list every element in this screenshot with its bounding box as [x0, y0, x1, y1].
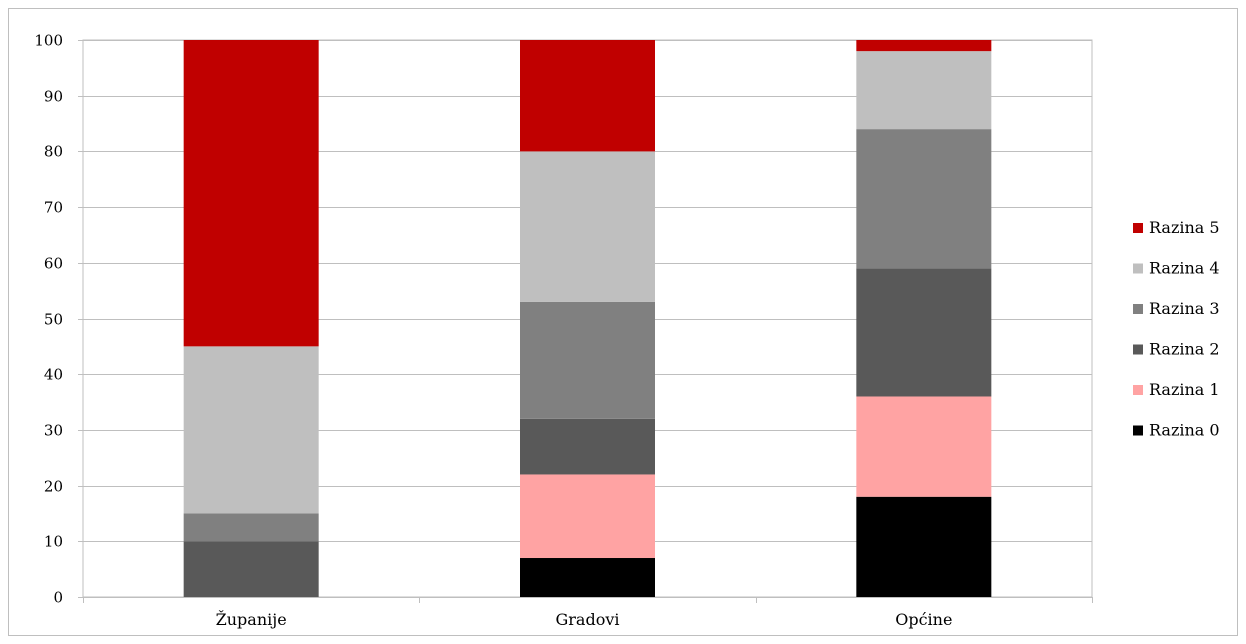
x-category-label: Gradovi — [556, 610, 620, 629]
bars — [183, 40, 992, 597]
bar-segment-razina-3-1 — [520, 301, 655, 419]
legend-swatch — [1133, 344, 1143, 355]
bar-segment-razina-2-2 — [856, 268, 992, 397]
legend-label: Razina 0 — [1149, 421, 1220, 440]
legend-label: Razina 5 — [1149, 218, 1220, 237]
y-tick-label: 0 — [53, 589, 63, 607]
legend: Razina 5 Razina 4 Razina 3 Razina 2 Razina 1… — [1133, 218, 1220, 440]
legend-swatch — [1133, 223, 1143, 233]
bar-segment-razina-3-2 — [856, 129, 992, 269]
x-axis: Županije Gradovi Općine — [83, 597, 1093, 629]
y-tick-label: 10 — [44, 533, 63, 551]
y-axis-ticks: 0 10 20 30 40 50 60 70 80 90 100 — [34, 32, 83, 607]
bar-segment-razina-3-0 — [183, 513, 319, 542]
legend-item: Razina 4 — [1133, 259, 1220, 278]
bar-segment-razina-1-1 — [520, 474, 655, 559]
x-category-label: Općine — [895, 610, 952, 629]
bar-segment-razina-2-1 — [520, 418, 655, 475]
legend-label: Razina 3 — [1149, 299, 1220, 318]
bar-segment-razina-0-1 — [520, 558, 655, 597]
legend-item: Razina 3 — [1133, 299, 1220, 318]
bar-segment-razina-4-2 — [856, 51, 992, 130]
legend-swatch — [1133, 263, 1143, 274]
bar-segment-razina-2-0 — [183, 541, 319, 597]
legend-swatch — [1133, 425, 1143, 436]
bar-segment-razina-5-0 — [183, 40, 319, 347]
x-category-label: Županije — [216, 609, 287, 629]
bar-segment-razina-5-1 — [520, 40, 655, 152]
bar-segment-razina-4-1 — [520, 151, 655, 302]
bar-segment-razina-0-2 — [856, 496, 992, 597]
legend-label: Razina 2 — [1149, 340, 1220, 359]
bar-segment-razina-5-2 — [856, 40, 992, 52]
y-tick-label: 20 — [44, 478, 63, 496]
y-tick-label: 40 — [44, 366, 63, 384]
legend-label: Razina 1 — [1149, 380, 1220, 399]
y-tick-label: 80 — [44, 143, 63, 161]
y-tick-label: 60 — [44, 255, 63, 273]
legend-swatch — [1133, 304, 1143, 314]
y-tick-label: 90 — [44, 88, 63, 106]
legend-item: Razina 0 — [1133, 421, 1220, 440]
bar-segment-razina-1-2 — [856, 396, 992, 497]
y-tick-label: 30 — [44, 422, 63, 440]
legend-label: Razina 4 — [1149, 259, 1220, 278]
legend-item: Razina 2 — [1133, 340, 1220, 359]
legend-item: Razina 1 — [1133, 380, 1220, 399]
legend-item: Razina 5 — [1133, 218, 1220, 237]
y-tick-label: 70 — [44, 199, 63, 217]
y-tick-label: 50 — [44, 311, 63, 329]
y-tick-label: 100 — [34, 32, 63, 50]
bar-segment-razina-4-0 — [183, 346, 319, 514]
legend-swatch — [1133, 385, 1143, 395]
